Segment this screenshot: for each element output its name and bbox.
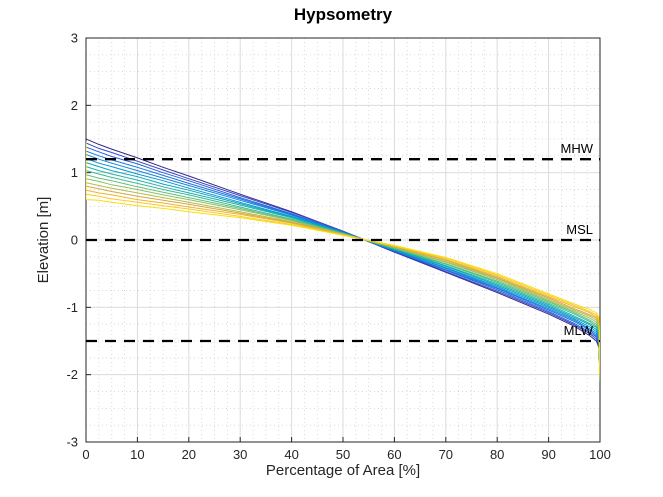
x-tick-label: 50 — [336, 447, 350, 462]
x-tick-label: 80 — [490, 447, 504, 462]
hypsometric-curves — [86, 138, 600, 382]
x-tick-label: 20 — [182, 447, 196, 462]
x-tick-label: 30 — [233, 447, 247, 462]
x-tick-label: 70 — [439, 447, 453, 462]
x-tick-label: 0 — [82, 447, 89, 462]
y-tick-label: 2 — [71, 98, 78, 113]
curve-16 — [86, 141, 600, 379]
tick-marks — [85, 37, 601, 443]
tick-labels: 0 10 20 30 40 50 60 70 80 90 100 -3 -2 -1 0 1 2 3 — [66, 31, 610, 463]
y-tick-label: -1 — [66, 300, 78, 315]
y-tick-label: 3 — [71, 31, 78, 46]
y-tick-label: 0 — [71, 233, 78, 248]
y-tick-label: -2 — [66, 367, 78, 382]
ref-line-label-msl: MSL — [566, 222, 593, 237]
y-axis-label: Elevation [m] — [35, 196, 52, 284]
x-tick-label: 90 — [541, 447, 555, 462]
ref-line-label-mlw: MLW — [564, 323, 594, 338]
x-tick-label: 60 — [387, 447, 401, 462]
x-tick-label: 10 — [130, 447, 144, 462]
y-tick-label: -3 — [66, 435, 78, 450]
ref-line-label-mhw: MHW — [561, 141, 594, 156]
x-tick-label: 100 — [589, 447, 611, 462]
chart-title: Hypsometry — [293, 5, 393, 24]
y-tick-label: 1 — [71, 165, 78, 180]
x-axis-label: Percentage of Area [%] — [265, 462, 421, 479]
x-tick-label: 40 — [284, 447, 298, 462]
